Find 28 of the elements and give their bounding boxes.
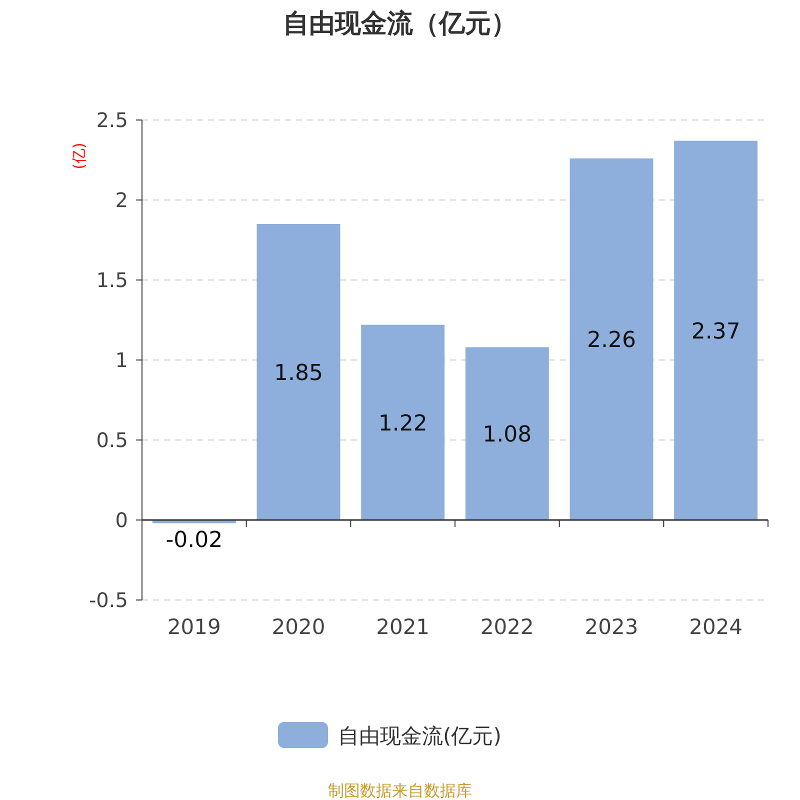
chart-title: 自由现金流（亿元） xyxy=(283,9,517,39)
data-label: -0.02 xyxy=(166,528,223,554)
y-tick-label: 1 xyxy=(115,348,128,372)
y-tick-label: 2.5 xyxy=(96,108,128,132)
text: 制图数据来自数据库 xyxy=(328,781,472,800)
y-tick-label: 1.5 xyxy=(96,268,128,292)
data-label: 1.22 xyxy=(378,411,428,436)
data-label: 2.26 xyxy=(587,328,636,354)
data-label: 2.37 xyxy=(691,319,740,344)
x-tick-label: 2024 xyxy=(689,615,743,639)
legend-label: 自由现金流(亿元) xyxy=(338,724,502,748)
y-tick-label: 0 xyxy=(115,508,128,532)
x-tick-label: 2020 xyxy=(272,615,326,639)
x-tick-label: 2021 xyxy=(376,615,430,639)
x-tick-label: 2023 xyxy=(584,615,638,639)
bar xyxy=(674,140,758,520)
bar xyxy=(465,347,549,520)
data-label: 1.85 xyxy=(274,361,323,386)
x-tick-label: 2019 xyxy=(167,615,221,639)
y-tick-label: 0.5 xyxy=(96,428,128,452)
y-tick-label: 2 xyxy=(115,188,128,212)
x-tick-label: 2022 xyxy=(480,615,534,639)
bar xyxy=(256,224,340,520)
y-axis-title: (亿) xyxy=(70,142,88,170)
y-tick-label: -0.5 xyxy=(88,588,128,612)
bar xyxy=(361,324,445,520)
bar xyxy=(570,158,654,520)
data-label: 1.08 xyxy=(482,422,532,448)
